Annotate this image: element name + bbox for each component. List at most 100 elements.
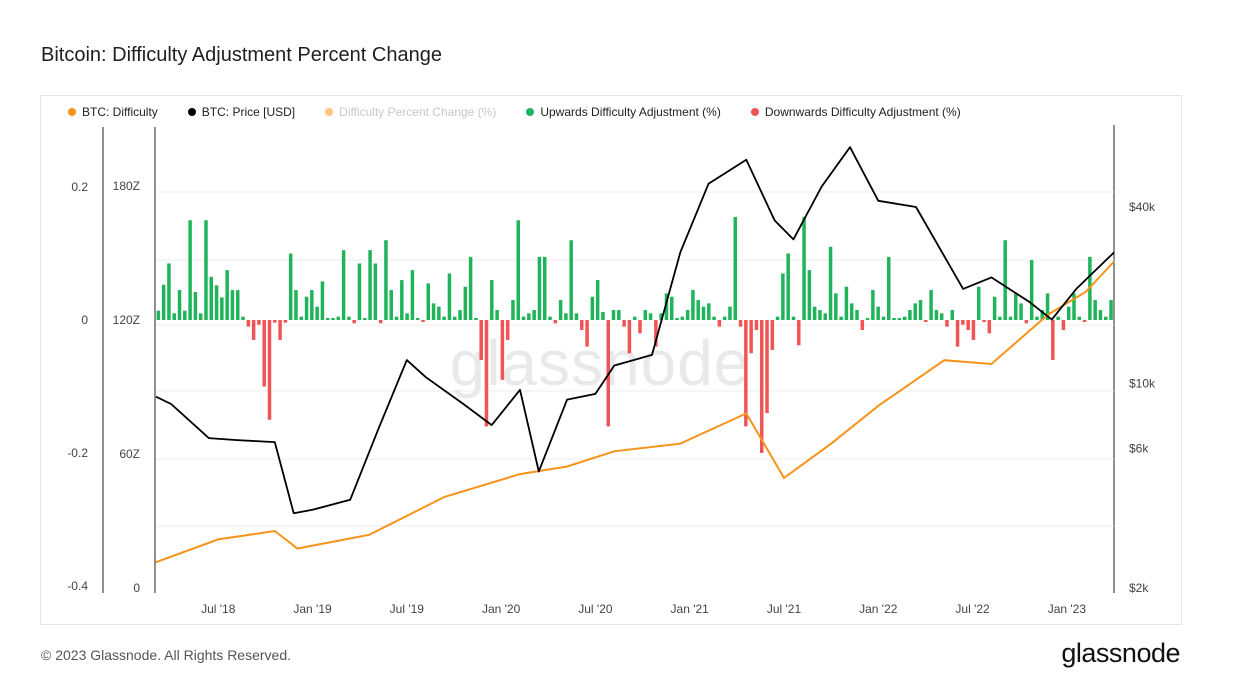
upward-bar — [818, 310, 822, 320]
upward-bar — [855, 310, 859, 320]
upward-bar — [595, 280, 600, 320]
downward-bar — [749, 320, 753, 354]
upward-bar — [410, 270, 415, 320]
upward-bar — [357, 263, 362, 320]
downward-bar — [278, 320, 282, 340]
upward-bar — [437, 306, 441, 320]
upward-bar — [325, 318, 330, 320]
upward-bar — [347, 316, 351, 320]
downward-bar — [283, 320, 288, 323]
upward-bar — [167, 263, 171, 320]
downward-bar — [759, 320, 764, 453]
downward-bar — [797, 320, 801, 346]
upward-bar — [786, 253, 790, 320]
upward-bar — [834, 293, 838, 320]
upward-bar — [521, 316, 526, 320]
upward-bar — [304, 296, 309, 320]
upward-bar — [188, 220, 192, 320]
upward-bar — [617, 310, 621, 320]
upward-bar — [908, 310, 912, 320]
upward-bar — [934, 310, 939, 320]
page-title: Bitcoin: Difficulty Adjustment Percent C… — [41, 44, 442, 66]
upward-bar — [495, 310, 499, 320]
upward-bar — [415, 318, 420, 320]
upward-bar — [791, 316, 796, 320]
downward-bar — [765, 320, 769, 414]
legend-item-0[interactable]: BTC: Difficulty — [68, 105, 158, 119]
upward-bar — [939, 313, 944, 320]
downward-bar — [553, 320, 558, 324]
legend-item-4[interactable]: Downwards Difficulty Adjustment (%) — [750, 105, 961, 119]
upward-bar — [394, 316, 399, 320]
upward-bar — [844, 286, 849, 320]
downward-bar — [717, 320, 722, 327]
downward-bar — [251, 320, 256, 340]
x-tick-label: Jul '21 — [767, 602, 802, 616]
upward-bar — [807, 270, 812, 320]
price-tick-label: $2k — [1129, 581, 1149, 595]
downward-bar — [744, 320, 748, 427]
legend-label: BTC: Difficulty — [82, 105, 158, 119]
upward-bar — [892, 318, 896, 320]
upward-bar — [707, 303, 711, 320]
upward-bar — [569, 240, 573, 320]
upward-bar — [288, 253, 293, 320]
x-tick-label: Jul '22 — [955, 602, 990, 616]
upward-bar — [887, 256, 891, 320]
downward-bar — [638, 320, 642, 334]
difficulty-tick-label: 60Z — [119, 447, 140, 461]
upward-bar — [548, 316, 552, 320]
upward-bar — [1056, 316, 1060, 320]
upward-bar — [590, 296, 595, 320]
downward-bar — [1061, 320, 1066, 330]
legend-item-1[interactable]: BTC: Price [USD] — [187, 105, 295, 119]
upward-bar — [881, 316, 886, 320]
pct-tick-label: 0 — [81, 313, 88, 327]
downward-bar — [580, 320, 584, 330]
downward-bar — [352, 320, 356, 324]
upward-bar — [442, 316, 446, 320]
upward-bar — [331, 318, 335, 320]
upward-bar — [463, 286, 468, 320]
upward-bar — [918, 300, 923, 320]
upward-bar — [802, 216, 806, 320]
downward-bar — [267, 320, 272, 420]
x-tick-label: Jan '20 — [482, 602, 521, 616]
upward-bar — [998, 316, 1002, 320]
downward-bar — [860, 320, 865, 330]
x-tick-label: Jan '23 — [1048, 602, 1087, 616]
downward-bar — [1051, 320, 1055, 360]
upward-bar — [315, 306, 319, 320]
upward-bar — [1104, 316, 1108, 320]
upward-bar — [1109, 300, 1113, 320]
difficulty-tick-label: 0 — [133, 581, 140, 595]
upward-bar — [728, 306, 732, 320]
upward-bar — [839, 316, 843, 320]
upward-bar — [220, 297, 224, 320]
upward-bar — [659, 313, 663, 320]
upward-bar — [294, 290, 298, 320]
upward-bar — [299, 316, 303, 320]
upward-bar — [876, 306, 880, 320]
upward-bar — [1003, 240, 1007, 320]
downward-bar — [966, 320, 970, 330]
upward-bar — [490, 280, 494, 320]
upward-bar — [156, 310, 161, 320]
legend-item-2[interactable]: Difficulty Percent Change (%) — [325, 105, 496, 119]
downward-bar — [585, 320, 589, 347]
upward-bar — [632, 316, 637, 320]
upward-bar — [976, 286, 981, 320]
upward-bar — [468, 256, 473, 320]
upward-bar — [1014, 293, 1018, 320]
x-tick-label: Jul '18 — [201, 602, 236, 616]
upward-bar — [209, 276, 214, 320]
upward-bar — [696, 300, 700, 320]
legend-item-3[interactable]: Upwards Difficulty Adjustment (%) — [526, 105, 721, 119]
upward-bar — [193, 292, 198, 320]
downward-bar — [924, 320, 928, 322]
upward-bar — [558, 300, 563, 320]
glassnode-logo: glassnode — [1061, 638, 1180, 668]
downward-bar — [479, 320, 483, 360]
copyright-footer: © 2023 Glassnode. All Rights Reserved. — [41, 647, 292, 663]
